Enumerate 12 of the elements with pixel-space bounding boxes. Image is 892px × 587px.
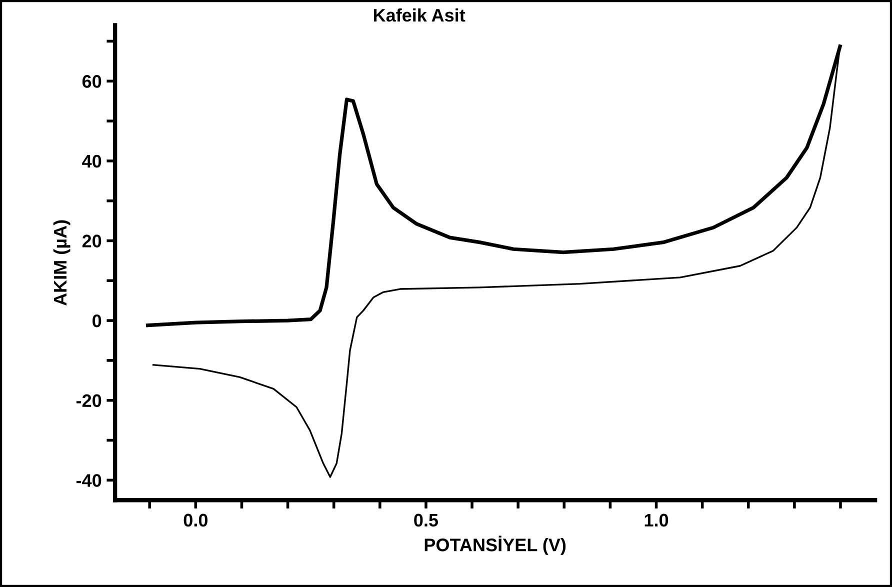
y-tick-label: 20 <box>82 234 102 248</box>
x-axis-title: POTANSİYEL (V) <box>424 536 566 555</box>
chart-title: Kafeik Asit <box>374 8 466 22</box>
y-tick-label: -20 <box>76 394 102 408</box>
y-axis-title: AKIM (µA) <box>53 220 70 306</box>
x-tick-label: 1.0 <box>644 514 668 527</box>
x-tick-label: 0.0 <box>184 514 208 527</box>
y-tick-label: 0 <box>92 314 102 328</box>
y-tick-label: 60 <box>82 75 102 88</box>
y-tick-label: 40 <box>82 154 102 168</box>
x-tick-label: 0.5 <box>414 514 438 527</box>
y-tick-label: -40 <box>76 474 102 487</box>
